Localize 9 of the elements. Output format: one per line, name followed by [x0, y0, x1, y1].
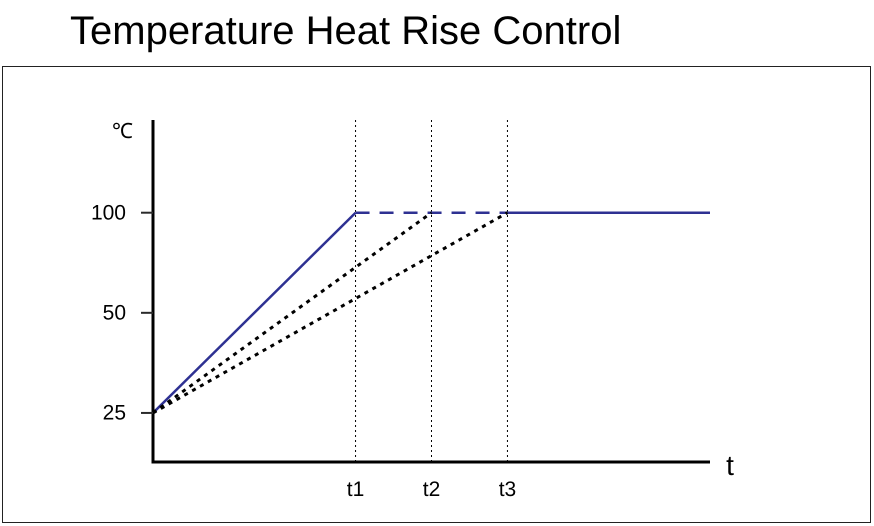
- x-tick-label: t1: [346, 478, 364, 501]
- y-tick-label: 50: [102, 302, 126, 325]
- y-axis-title: ℃: [112, 120, 133, 143]
- y-tick-label: 100: [90, 201, 126, 224]
- y-tick-label: 25: [102, 402, 126, 425]
- chart-title: Temperature Heat Rise Control: [70, 9, 622, 53]
- x-tick-label: t2: [422, 478, 440, 501]
- x-tick-label: t3: [498, 478, 516, 501]
- x-axis-title: t: [726, 450, 734, 481]
